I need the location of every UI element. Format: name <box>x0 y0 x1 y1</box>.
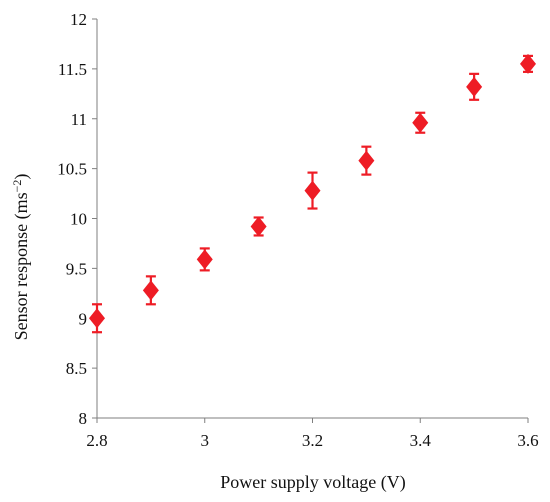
data-point <box>250 216 267 237</box>
y-axis-title-close: ) <box>11 174 32 180</box>
diamond-marker <box>358 150 375 171</box>
data-point <box>304 171 321 210</box>
x-tick-label: 3.4 <box>410 431 432 450</box>
data-point <box>89 303 105 334</box>
x-axis-ticks: 2.8 3 3.2 3.4 3.6 <box>86 418 539 450</box>
diamond-marker <box>250 216 267 237</box>
y-tick-label: 8 <box>79 409 88 428</box>
y-tick-label: 10.5 <box>57 160 87 179</box>
y-tick-label: 12 <box>70 10 87 29</box>
data-point <box>520 53 536 74</box>
x-tick-label: 3.6 <box>517 431 538 450</box>
diamond-marker <box>466 76 483 97</box>
y-axis-title: Sensor response (ms−2) <box>10 174 32 341</box>
diamond-marker <box>142 280 159 301</box>
diamond-marker <box>89 308 105 329</box>
y-axis-title-main: Sensor response (ms <box>11 192 32 340</box>
data-point <box>196 247 213 272</box>
y-tick-label: 9.5 <box>66 259 87 278</box>
y-axis-title-superscript: −2 <box>10 180 24 193</box>
diamond-marker <box>412 112 429 133</box>
y-axis-ticks: 8 8.5 9 9.5 10 10.5 11 11.5 12 <box>57 10 97 428</box>
diamond-marker <box>520 53 536 74</box>
y-tick-label: 11.5 <box>58 60 87 79</box>
x-axis-title: Power supply voltage (V) <box>220 472 405 493</box>
diamond-marker <box>196 249 213 270</box>
x-tick-label: 2.8 <box>86 431 107 450</box>
y-tick-label: 9 <box>79 309 88 328</box>
data-point <box>142 275 159 306</box>
y-tick-label: 8.5 <box>66 359 87 378</box>
data-point <box>466 72 483 101</box>
y-tick-label: 11 <box>71 110 87 129</box>
x-tick-label: 3 <box>201 431 210 450</box>
data-points <box>89 53 536 334</box>
y-tick-label: 10 <box>70 210 87 229</box>
diamond-marker <box>304 180 321 201</box>
data-point <box>358 145 375 176</box>
x-tick-label: 3.2 <box>302 431 323 450</box>
data-point <box>412 111 429 134</box>
